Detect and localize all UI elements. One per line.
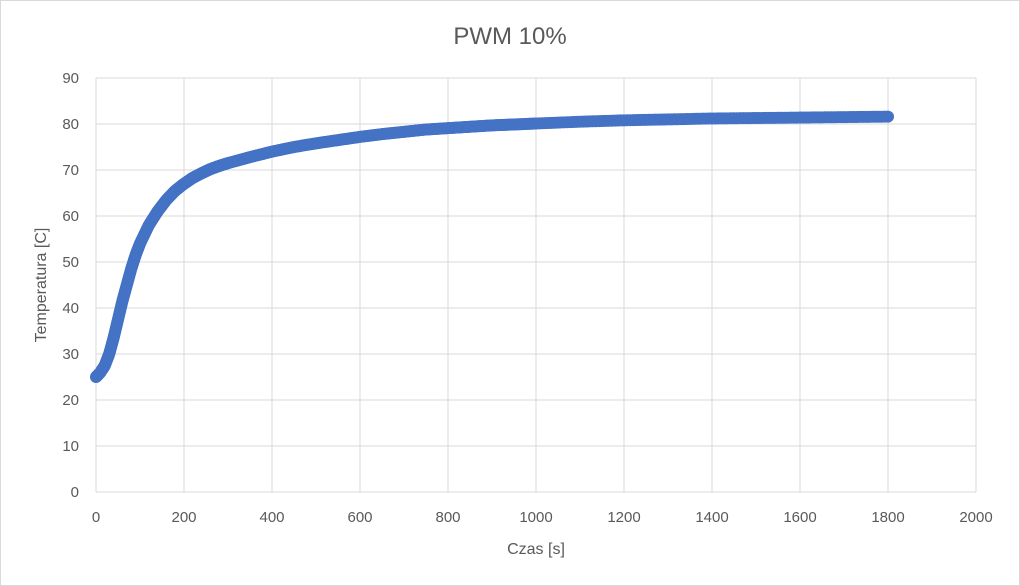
x-tick-label: 400 <box>259 509 284 526</box>
y-tick-label: 40 <box>62 300 79 317</box>
x-tick-label: 600 <box>347 509 372 526</box>
x-tick-label: 1800 <box>871 509 904 526</box>
gridlines <box>95 77 977 493</box>
y-tick-label: 0 <box>71 484 79 501</box>
chart-title: PWM 10% <box>453 23 566 50</box>
x-tick-labels: 0 200 400 600 800 1000 1200 1400 1600 1800 2000 <box>92 509 993 526</box>
y-tick-label: 20 <box>62 392 79 409</box>
y-tick-labels: 0 10 20 30 40 50 60 70 80 90 <box>62 70 79 501</box>
series-points <box>90 110 894 383</box>
y-tick-label: 30 <box>62 346 79 363</box>
y-axis-title: Temperatura [C] <box>33 228 50 343</box>
y-tick-label: 10 <box>62 438 79 455</box>
x-tick-label: 200 <box>171 509 196 526</box>
x-tick-label: 1600 <box>783 509 816 526</box>
x-tick-label: 0 <box>92 509 100 526</box>
y-tick-label: 70 <box>62 162 79 179</box>
x-axis-title: Czas [s] <box>507 541 565 558</box>
x-tick-label: 2000 <box>959 509 992 526</box>
x-tick-label: 1000 <box>519 509 552 526</box>
data-point <box>882 110 894 123</box>
x-tick-label: 800 <box>435 509 460 526</box>
x-tick-label: 1200 <box>607 509 640 526</box>
y-tick-label: 90 <box>62 70 79 87</box>
x-tick-label: 1400 <box>695 509 728 526</box>
y-tick-label: 80 <box>62 116 79 133</box>
y-tick-label: 50 <box>62 254 79 271</box>
y-tick-label: 60 <box>62 208 79 225</box>
